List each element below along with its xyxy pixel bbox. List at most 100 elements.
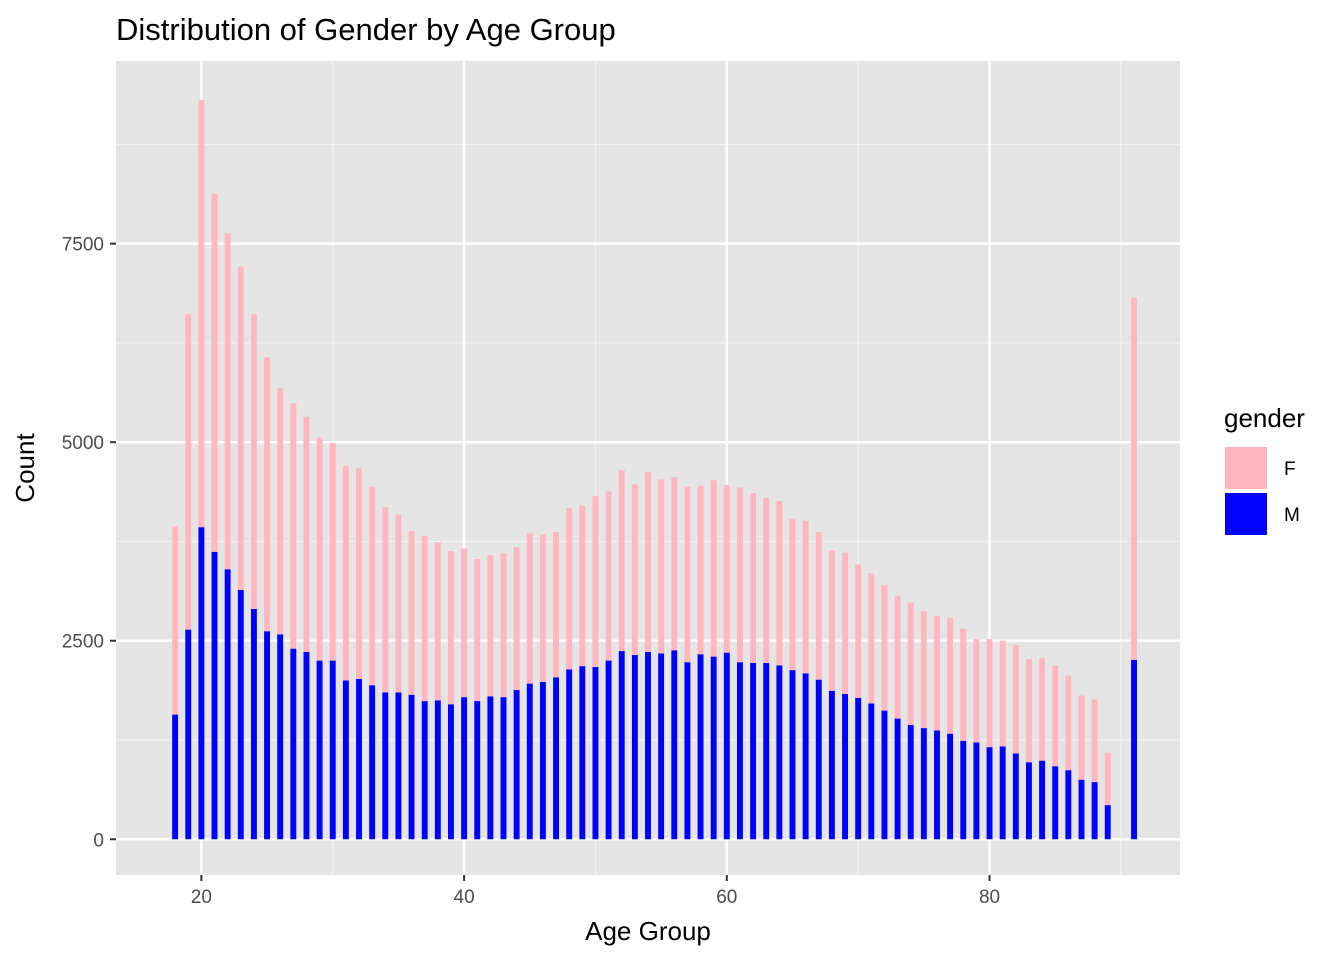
bar-m (697, 654, 704, 840)
bar-f (461, 548, 468, 698)
bar-m (237, 589, 244, 840)
bar-f (763, 497, 770, 663)
bar-f (776, 500, 783, 666)
bar-m (1065, 770, 1072, 840)
bar-m (855, 697, 862, 840)
bar-f (842, 552, 848, 694)
x-tick-label: 60 (716, 887, 737, 908)
bar-m (1039, 760, 1046, 840)
bar-m (631, 655, 638, 840)
bar-m (1131, 659, 1137, 840)
bar-f (986, 639, 993, 748)
bar-m (487, 696, 494, 840)
bar-m (408, 694, 415, 840)
bar-f (172, 526, 179, 715)
bar-m (421, 701, 428, 840)
bar-m (329, 660, 336, 840)
bar-m (710, 656, 717, 840)
bar-f (1012, 644, 1019, 754)
bar-f (566, 508, 573, 670)
bar-m (461, 697, 468, 840)
bar-m (342, 680, 349, 840)
bar-m (763, 662, 770, 840)
bar-m (1078, 779, 1085, 840)
legend-label-m: M (1284, 505, 1300, 526)
x-tick-label: 80 (979, 887, 1000, 908)
bar-f (605, 491, 612, 661)
legend-title: gender (1224, 403, 1305, 433)
bar-m (526, 683, 533, 840)
bar-f (395, 514, 402, 693)
bar-f (185, 314, 192, 630)
bar-f (973, 639, 980, 743)
bar-f (250, 314, 257, 609)
bar-f (855, 564, 862, 698)
bar-m (356, 678, 362, 840)
bar-m (684, 662, 691, 840)
bar-f (1065, 675, 1072, 771)
bar-f (290, 403, 297, 649)
x-axis: 20 40 60 80 (191, 875, 1000, 908)
bar-f (645, 472, 651, 652)
bar-f (408, 531, 415, 695)
bar-m (539, 682, 546, 840)
bar-m (369, 685, 376, 840)
legend-key-f (1223, 445, 1269, 491)
bar-f (224, 233, 231, 570)
x-tick-label: 20 (191, 887, 212, 908)
series-f-bars (172, 99, 1137, 806)
y-tick-label: 2500 (62, 632, 104, 653)
bar-f (382, 507, 389, 693)
y-tick-label: 5000 (62, 433, 104, 454)
bar-m (1052, 766, 1059, 840)
bar-f (211, 193, 218, 552)
bar-m (736, 662, 743, 840)
bar-f (369, 486, 376, 686)
bar-f (329, 442, 336, 661)
bar-f (907, 602, 914, 725)
bar-f (697, 485, 704, 655)
bar-f (618, 469, 625, 652)
bar-m (920, 728, 927, 840)
bar-m (907, 724, 914, 840)
bar-f (513, 547, 520, 690)
bar-f (1078, 695, 1085, 780)
bar-m (172, 714, 179, 840)
bar-f (736, 487, 743, 663)
bar-m (960, 740, 967, 840)
legend-key-m (1223, 491, 1269, 537)
bar-f (356, 468, 362, 679)
bar-f (671, 477, 678, 651)
bar-m (750, 662, 757, 840)
bar-m (671, 650, 678, 840)
bar-m (868, 703, 875, 840)
bar-f (579, 505, 586, 667)
bar-f (723, 485, 730, 653)
bar-f (710, 480, 717, 657)
bar-f (881, 585, 888, 711)
series-m-bars (172, 527, 1137, 840)
bar-m (802, 673, 809, 840)
bar-m (211, 551, 218, 840)
bar-f (934, 616, 940, 731)
bar-m (290, 648, 297, 840)
bar-m (986, 747, 993, 840)
y-tick-label: 0 (93, 830, 104, 851)
legend-label-f: F (1284, 459, 1296, 480)
bar-m (434, 700, 441, 840)
bar-f (553, 531, 560, 678)
bar-m (815, 679, 822, 840)
bar-f (487, 554, 494, 697)
bar-f (526, 533, 533, 684)
bar-f (448, 550, 454, 705)
bar-m (395, 692, 402, 840)
bar-m (947, 733, 954, 840)
y-axis: 0 2500 5000 7500 (62, 235, 116, 851)
bar-f (920, 611, 927, 729)
bar-f (474, 558, 481, 702)
bar-f (658, 479, 665, 654)
chart-title: Distribution of Gender by Age Group (116, 12, 616, 47)
bar-f (1091, 699, 1098, 783)
bar-m (448, 704, 454, 840)
